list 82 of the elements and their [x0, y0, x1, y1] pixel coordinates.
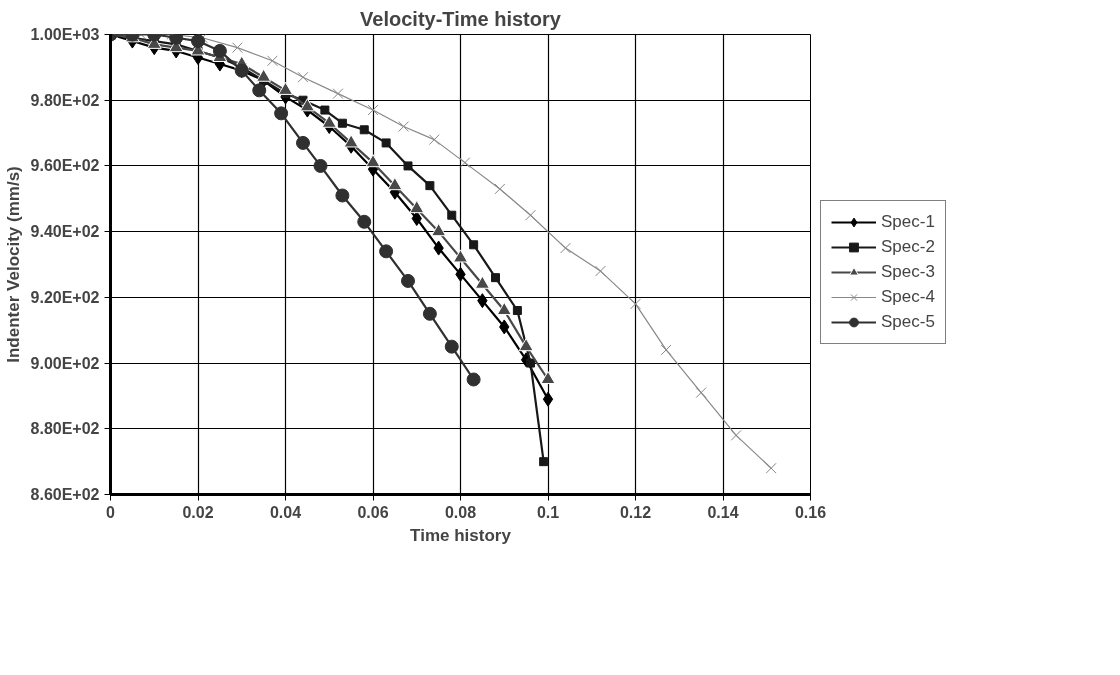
point	[428, 134, 440, 146]
point	[459, 157, 471, 169]
point	[274, 106, 289, 121]
point	[540, 370, 556, 385]
point	[491, 273, 500, 283]
x-tick-label: 0.08	[444, 503, 477, 521]
point	[422, 306, 437, 321]
point	[560, 242, 571, 254]
point	[403, 161, 413, 171]
point	[252, 83, 267, 98]
point	[447, 210, 457, 220]
point	[359, 125, 369, 135]
point	[296, 135, 310, 150]
x-tick-label: 0	[106, 503, 116, 521]
point	[660, 344, 672, 356]
point	[398, 121, 410, 132]
point	[730, 429, 742, 441]
point	[525, 209, 536, 221]
point	[444, 339, 459, 354]
chart-title: Velocity-Time history	[360, 7, 562, 30]
point	[401, 273, 415, 288]
point	[381, 138, 391, 148]
point	[411, 211, 422, 226]
legend-label: Spec-2	[881, 236, 935, 258]
y-tick-label: 9.40E+02	[30, 223, 100, 241]
x-tick-label: 0.12	[619, 503, 652, 521]
point	[313, 158, 328, 173]
point	[231, 42, 243, 54]
x-axis-title: Time history	[410, 525, 512, 545]
x-tick-label: 0.14	[707, 503, 739, 521]
point	[387, 177, 403, 191]
point	[518, 338, 534, 352]
legend-label: Spec-1	[881, 211, 935, 233]
y-tick-label: 1.00E+03	[30, 26, 100, 43]
x-tick-label: 0.16	[794, 503, 827, 521]
point	[191, 34, 205, 49]
point	[409, 200, 425, 214]
y-tick-label: 9.80E+02	[30, 91, 100, 109]
legend-label: Spec-4	[881, 286, 935, 308]
y-tick-label: 8.80E+02	[30, 420, 100, 438]
point	[474, 275, 490, 289]
y-tick-label: 8.60E+02	[30, 486, 100, 503]
legend-label: Spec-5	[881, 311, 935, 333]
point	[367, 104, 379, 116]
point	[343, 134, 359, 148]
legend-label: Spec-3	[881, 261, 935, 283]
point	[212, 43, 227, 58]
point	[335, 188, 350, 203]
point	[266, 55, 278, 67]
point	[379, 244, 394, 259]
point	[765, 462, 777, 474]
y-tick-label: 9.00E+02	[30, 354, 100, 372]
point	[425, 181, 435, 191]
x-tick-label: 0.1	[536, 503, 560, 521]
point	[695, 387, 707, 399]
point	[496, 301, 512, 316]
point	[431, 223, 447, 237]
point	[542, 391, 554, 407]
point	[320, 105, 330, 115]
point	[337, 118, 347, 128]
y-axis-title: Indenter Velocity (mm/s)	[3, 166, 23, 363]
x-tick-label: 0.06	[357, 503, 389, 521]
y-tick-label: 9.60E+02	[30, 157, 100, 175]
y-tick-label: 9.20E+02	[30, 288, 100, 306]
point	[169, 34, 184, 45]
point	[299, 98, 315, 112]
point	[332, 88, 344, 100]
point	[256, 68, 272, 82]
point	[365, 154, 381, 168]
point	[494, 183, 506, 195]
x-tick-label: 0.04	[269, 503, 302, 521]
point	[357, 214, 372, 229]
point	[453, 249, 468, 263]
point	[469, 240, 479, 250]
point	[595, 265, 606, 277]
x-tick-label: 0.02	[182, 503, 214, 521]
point	[512, 306, 522, 315]
point	[630, 298, 641, 310]
point	[466, 372, 481, 387]
point	[321, 114, 337, 128]
point	[539, 457, 549, 467]
point	[297, 71, 309, 83]
